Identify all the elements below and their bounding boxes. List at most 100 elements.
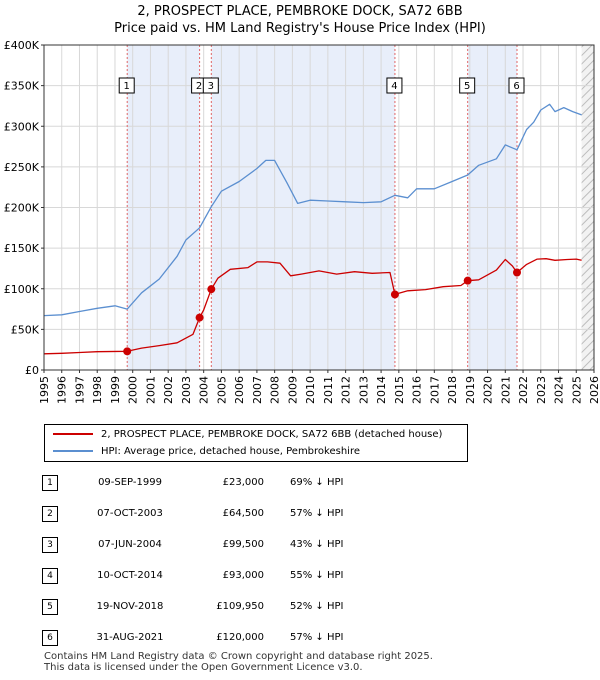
sale-date: 31-AUG-2021 xyxy=(96,632,164,643)
x-tick-label: 2003 xyxy=(180,376,193,404)
x-tick-label: 2005 xyxy=(215,376,228,404)
sale-marker-label: 3 xyxy=(208,81,214,92)
x-tick-label: 2013 xyxy=(357,376,370,404)
sale-number-badge: 1 xyxy=(42,475,58,491)
legend-item-property: 2, PROSPECT PLACE, PEMBROKE DOCK, SA72 6… xyxy=(53,427,442,443)
hpi-line xyxy=(43,103,582,317)
sale-hpi-diff: 57% ↓ HPI xyxy=(290,508,344,519)
footer-copyright: Contains HM Land Registry data © Crown c… xyxy=(44,651,433,662)
x-tick-label: 2007 xyxy=(251,376,264,404)
x-tick-label: 2018 xyxy=(446,376,459,404)
sale-row: 1 09-SEP-1999 £23,000 69% ↓ HPI xyxy=(40,473,420,493)
sale-hpi-diff: 55% ↓ HPI xyxy=(290,570,344,581)
sale-number-badge: 3 xyxy=(42,537,58,553)
x-tick-label: 2010 xyxy=(304,376,317,404)
sale-row: 3 07-JUN-2004 £99,500 43% ↓ HPI xyxy=(40,535,420,555)
sale-price: £120,000 xyxy=(216,632,264,643)
sale-price: £23,000 xyxy=(222,477,264,488)
sale-hpi-diff: 69% ↓ HPI xyxy=(290,477,344,488)
sale-price: £93,000 xyxy=(222,570,264,581)
x-tick-label: 2021 xyxy=(499,376,512,404)
sale-date: 07-JUN-2004 xyxy=(98,539,162,550)
sale-row: 2 07-OCT-2003 £64,500 57% ↓ HPI xyxy=(40,504,420,524)
x-tick-label: 2019 xyxy=(464,376,477,404)
y-tick-label: £250K xyxy=(4,161,40,174)
sale-number-badge: 2 xyxy=(42,506,58,522)
sale-date: 09-SEP-1999 xyxy=(98,477,162,488)
x-tick-label: 2024 xyxy=(553,376,566,404)
x-tick-label: 2015 xyxy=(393,376,406,404)
x-tick-label: 1998 xyxy=(91,376,104,404)
y-tick-label: £0 xyxy=(25,364,39,377)
x-tick-label: 2006 xyxy=(233,376,246,404)
sale-marker-label: 4 xyxy=(391,81,397,92)
legend-item-hpi: HPI: Average price, detached house, Pemb… xyxy=(53,444,360,460)
x-tick-label: 2017 xyxy=(428,376,441,404)
x-tick-label: 2016 xyxy=(411,376,424,404)
sale-marker-label: 2 xyxy=(196,81,202,92)
sale-number-badge: 5 xyxy=(42,599,58,615)
sale-number-badge: 4 xyxy=(42,568,58,584)
legend-swatch-property xyxy=(53,433,93,435)
sale-hpi-diff: 43% ↓ HPI xyxy=(290,539,344,550)
x-tick-label: 2025 xyxy=(570,376,583,404)
x-tick-label: 1995 xyxy=(38,376,51,404)
x-tick-label: 2011 xyxy=(322,376,335,404)
x-tick-label: 2022 xyxy=(517,376,530,404)
sale-marker-box xyxy=(459,77,476,94)
sale-point xyxy=(390,290,399,299)
chart-legend: 2, PROSPECT PLACE, PEMBROKE DOCK, SA72 6… xyxy=(44,424,468,462)
x-tick-label: 2012 xyxy=(340,376,353,404)
sale-marker-label: 6 xyxy=(513,81,519,92)
x-tick-label: 2001 xyxy=(144,376,157,404)
sale-price: £99,500 xyxy=(222,539,264,550)
x-tick-label: 2014 xyxy=(375,376,388,404)
y-tick-label: £350K xyxy=(4,80,40,93)
sale-date: 19-NOV-2018 xyxy=(96,601,164,612)
sale-hpi-diff: 57% ↓ HPI xyxy=(290,632,344,643)
x-tick-label: 1997 xyxy=(73,376,86,404)
price-chart: 1 2 3 4 5 6£0£50K£100K£150K£200K£250K£300K£35… xyxy=(4,39,600,404)
legend-swatch-hpi xyxy=(53,450,93,452)
x-tick-label: 2026 xyxy=(588,376,600,404)
x-tick-label: 1996 xyxy=(56,376,69,404)
chart-subtitle: Price paid vs. HM Land Registry's House … xyxy=(114,21,486,36)
y-tick-label: £400K xyxy=(4,39,40,52)
sale-price: £64,500 xyxy=(222,508,264,519)
x-tick-label: 2002 xyxy=(162,376,175,404)
sale-point xyxy=(207,285,216,294)
y-tick-label: £150K xyxy=(4,242,40,255)
x-tick-label: 2020 xyxy=(482,376,495,404)
sale-number-badge: 6 xyxy=(42,630,58,646)
x-tick-label: 1999 xyxy=(109,376,122,404)
x-tick-label: 2000 xyxy=(127,376,140,404)
x-tick-label: 2009 xyxy=(286,376,299,404)
sale-point xyxy=(463,276,472,285)
chart-title: 2, PROSPECT PLACE, PEMBROKE DOCK, SA72 6… xyxy=(137,4,463,19)
sale-marker-box xyxy=(202,77,219,94)
sale-marker-box xyxy=(508,77,525,94)
legend-label-hpi: HPI: Average price, detached house, Pemb… xyxy=(101,446,360,457)
x-tick-label: 2008 xyxy=(269,376,282,404)
sale-point xyxy=(195,313,204,322)
sale-hpi-diff: 52% ↓ HPI xyxy=(290,601,344,612)
sale-marker-label: 5 xyxy=(464,81,470,92)
footer-licence: This data is licensed under the Open Gov… xyxy=(44,662,363,673)
x-tick-label: 2004 xyxy=(198,376,211,404)
sale-row: 5 19-NOV-2018 £109,950 52% ↓ HPI xyxy=(40,597,420,617)
y-tick-label: £50K xyxy=(11,323,40,336)
sale-price: £109,950 xyxy=(216,601,264,612)
legend-label-property: 2, PROSPECT PLACE, PEMBROKE DOCK, SA72 6… xyxy=(101,429,443,440)
sale-marker-label: 1 xyxy=(124,81,130,92)
y-tick-label: £100K xyxy=(4,283,40,296)
y-tick-label: £300K xyxy=(4,120,40,133)
sale-point xyxy=(123,347,132,356)
sale-point xyxy=(513,268,521,277)
sale-row: 6 31-AUG-2021 £120,000 57% ↓ HPI xyxy=(40,628,420,648)
sale-marker-box xyxy=(118,77,135,94)
sale-row: 4 10-OCT-2014 £93,000 55% ↓ HPI xyxy=(40,566,420,586)
x-tick-label: 2023 xyxy=(535,376,548,404)
y-tick-label: £200K xyxy=(4,202,40,215)
sale-date: 10-OCT-2014 xyxy=(97,570,163,581)
